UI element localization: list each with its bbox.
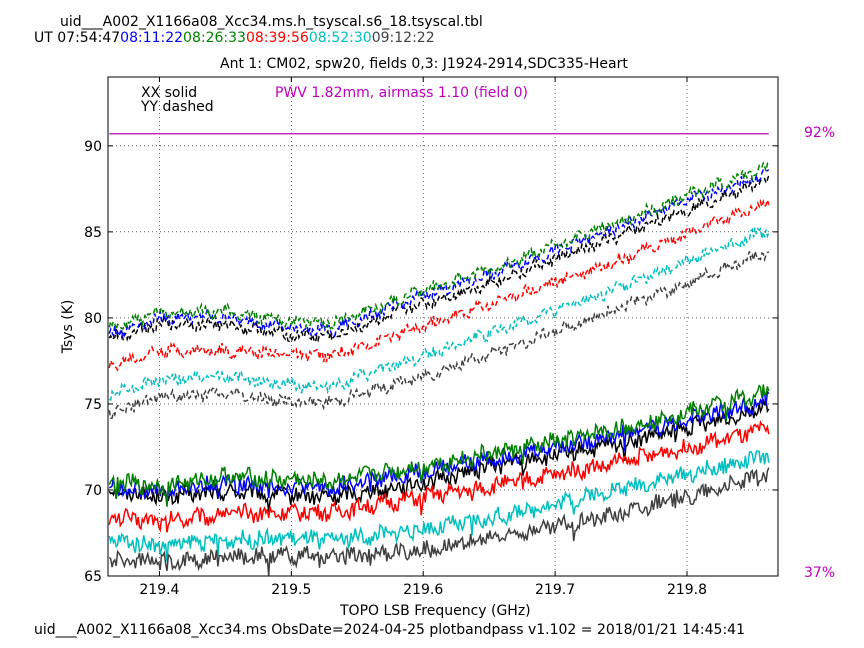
x-tick-label-3: 219.7: [535, 582, 575, 598]
legend-yy-dashed: YY dashed: [141, 99, 214, 115]
plot-frame: [107, 76, 779, 577]
series-yy-083956: [108, 197, 770, 372]
y-tick-label-4: 85: [84, 225, 102, 241]
series-yy-075447: [108, 174, 770, 344]
x-tick-label-1: 219.5: [271, 582, 311, 598]
series-yy-091222: [108, 251, 770, 420]
ut-time-3: 08:39:56: [245, 30, 309, 46]
series-xx-081122: [109, 389, 770, 504]
legend-xx-solid: XX solid: [141, 85, 198, 101]
ut-label: UT: [34, 30, 53, 46]
ut-time-2: 08:26:33: [183, 30, 246, 46]
x-tick-label-2: 219.6: [403, 582, 443, 598]
ut-time-1: 08:11:22: [120, 30, 184, 46]
y-tick-label-1: 70: [84, 483, 102, 499]
series-xx-082633: [108, 384, 770, 507]
filename-title: uid___A002_X1166a08_Xcc34.ms.h_tsyscal.s…: [60, 14, 483, 30]
y-axis-label: Tsys (K): [60, 300, 76, 355]
series-xx-083956: [108, 420, 770, 533]
series-yy-082633: [108, 161, 770, 331]
series-xx-075447: [108, 399, 770, 512]
y-tick-label-3: 80: [84, 311, 102, 327]
plot-subtitle: Ant 1: CM02, spw20, fields 0,3: J1924-29…: [220, 56, 628, 72]
series-xx-091222: [108, 467, 770, 576]
series-yy-081122: [108, 168, 770, 340]
x-axis-label: TOPO LSB Frequency (GHz): [340, 603, 531, 619]
right-axis-label-top: 92%: [804, 125, 835, 141]
pwv-annotation: PWV 1.82mm, airmass 1.10 (field 0): [275, 85, 529, 101]
ut-time-5: 09:12:22: [371, 30, 435, 46]
ut-times: 07:54:4708:11:2208:26:3308:39:5608:52:30…: [57, 30, 434, 46]
series-yy-085230: [109, 226, 770, 401]
y-tick-label-0: 65: [84, 569, 102, 585]
footer-info: uid___A002_X1166a08_Xcc34.ms ObsDate=202…: [34, 622, 745, 638]
ut-time-0: 07:54:47: [57, 30, 121, 46]
ut-time-4: 08:52:30: [308, 30, 372, 46]
x-tick-label-4: 219.8: [667, 582, 707, 598]
right-axis-label-bottom: 37%: [804, 565, 835, 581]
series-xx-085230: [108, 450, 770, 563]
ut-times-row: UT 07:54:4708:11:2208:26:3308:39:5608:52…: [34, 30, 435, 46]
x-tick-label-0: 219.4: [139, 582, 179, 598]
y-tick-label-2: 75: [84, 397, 102, 413]
y-tick-label-5: 90: [84, 139, 102, 155]
